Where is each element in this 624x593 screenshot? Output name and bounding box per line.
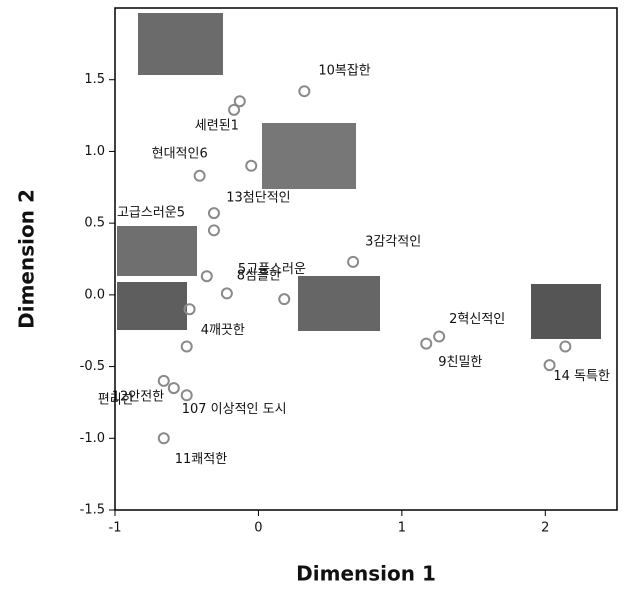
x-tick-label: 1 [398, 521, 406, 536]
point [228, 103, 241, 116]
point-label: 고급스러운5 [117, 206, 185, 221]
point [220, 287, 233, 300]
point-label: 13첨단적인 [226, 190, 290, 205]
point-label: 4깨끗한 [201, 323, 245, 338]
point [559, 340, 572, 353]
photo [531, 284, 601, 339]
x-tick-label: 0 [254, 521, 262, 536]
point [278, 293, 291, 306]
point [543, 359, 556, 372]
y-tick-label: -0.5 [80, 359, 105, 374]
point [193, 169, 206, 182]
point-label: 3감각적인 [365, 234, 421, 249]
point [433, 330, 446, 343]
point-label: 현대적인6 [152, 146, 208, 161]
point [183, 303, 196, 316]
point [207, 207, 220, 220]
y-tick-label: 1.5 [84, 72, 105, 87]
point-label: 9친밀한 [438, 355, 482, 370]
y-tick-label: 1.0 [84, 144, 105, 159]
point-label: 14 독특한 [553, 369, 610, 384]
point-label: 8심플한 [237, 269, 281, 284]
point-label: 10복잡한 [318, 64, 370, 79]
photo [262, 123, 356, 189]
point [180, 340, 193, 353]
point [233, 95, 246, 108]
photo [138, 13, 223, 75]
photo [117, 226, 197, 276]
point-label: 12안전한 [112, 389, 164, 404]
point-label: 107 이상적인 도시 [182, 402, 287, 417]
point [420, 337, 433, 350]
y-tick-label: 0.5 [84, 216, 105, 231]
point [180, 389, 193, 402]
photo [117, 282, 187, 330]
point [157, 432, 170, 445]
y-tick-label: 0.0 [84, 287, 105, 302]
point-label: 편리한 [98, 393, 134, 408]
y-tick-label: -1.5 [80, 503, 105, 518]
point [245, 159, 258, 172]
point-label: 세련된1 [195, 119, 239, 134]
point [207, 224, 220, 237]
point [167, 382, 180, 395]
point [347, 255, 360, 268]
point [157, 374, 170, 387]
point-label: 11쾌적한 [175, 452, 227, 467]
y-tick-label: -1.0 [80, 431, 105, 446]
y-axis-title: Dimension 2 [15, 189, 39, 329]
point-label: 2혁신적인 [449, 312, 505, 327]
x-tick-label: -1 [109, 521, 122, 536]
photo [298, 276, 380, 331]
point-label: 5고풍스러운 [238, 262, 306, 277]
x-axis-title: Dimension 1 [296, 562, 436, 586]
point [200, 270, 213, 283]
plot-frame [114, 7, 618, 511]
x-tick-label: 2 [541, 521, 549, 536]
point [298, 85, 311, 98]
